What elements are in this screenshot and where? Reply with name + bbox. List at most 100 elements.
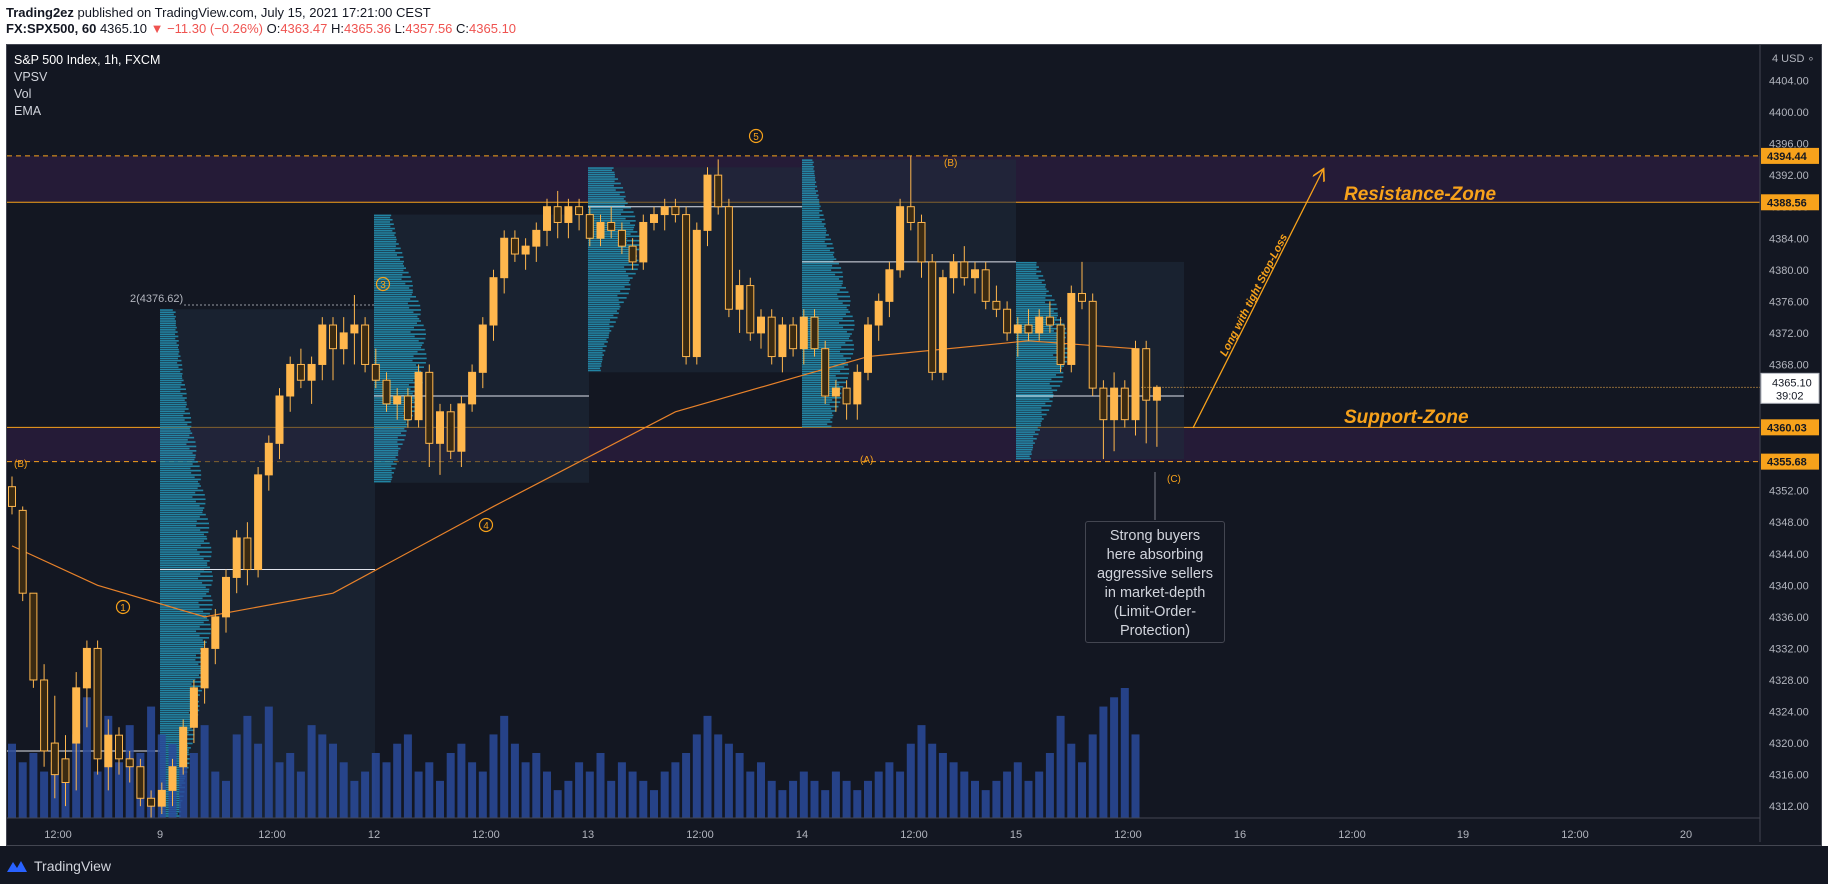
candle[interactable]	[425, 364, 434, 467]
candle[interactable]	[457, 396, 466, 467]
candle[interactable]	[136, 758, 145, 807]
candle[interactable]	[318, 317, 327, 381]
candle[interactable]	[200, 640, 209, 704]
candle[interactable]	[329, 317, 337, 381]
candle[interactable]	[928, 254, 937, 381]
candle[interactable]	[350, 295, 359, 365]
candle[interactable]	[564, 198, 573, 239]
candle[interactable]	[307, 356, 316, 404]
candle[interactable]	[789, 317, 798, 357]
candle[interactable]	[917, 214, 926, 278]
candle[interactable]	[1131, 340, 1140, 436]
candle[interactable]	[446, 403, 455, 460]
price-level-badge[interactable]: 4360.03	[1761, 419, 1819, 436]
price-level-badge[interactable]: 4394.44	[1761, 147, 1819, 164]
candle[interactable]	[393, 388, 402, 420]
candle[interactable]	[286, 356, 295, 412]
candle[interactable]	[40, 664, 49, 767]
candle[interactable]	[1142, 340, 1151, 444]
candle[interactable]	[853, 364, 862, 420]
candle[interactable]	[1035, 309, 1044, 341]
candle[interactable]	[906, 156, 915, 231]
candle[interactable]	[864, 317, 872, 381]
candle[interactable]	[29, 592, 38, 688]
legend-symbol[interactable]: S&P 500 Index, 1h, FXCM	[14, 53, 161, 67]
candle[interactable]	[1110, 372, 1119, 452]
candle[interactable]	[222, 569, 230, 633]
candle[interactable]	[842, 380, 851, 420]
candle[interactable]	[724, 198, 733, 318]
candle[interactable]	[468, 364, 477, 412]
candle[interactable]	[371, 348, 380, 389]
candle[interactable]	[403, 388, 412, 428]
candle[interactable]	[682, 206, 691, 365]
candle[interactable]	[746, 277, 755, 341]
candle[interactable]	[82, 640, 91, 728]
candle[interactable]	[72, 672, 81, 791]
candle[interactable]	[810, 309, 819, 357]
candle[interactable]	[1056, 317, 1065, 373]
candle[interactable]	[639, 214, 648, 270]
candle[interactable]	[1088, 293, 1097, 397]
candle[interactable]	[896, 198, 905, 278]
candle[interactable]	[18, 506, 27, 602]
candle[interactable]	[960, 246, 969, 286]
candle[interactable]	[1024, 309, 1033, 341]
candle[interactable]	[1013, 317, 1022, 357]
candle[interactable]	[831, 380, 840, 412]
legend-indicator[interactable]: VPSV	[14, 70, 48, 84]
candle[interactable]	[585, 206, 594, 247]
candle[interactable]	[532, 222, 541, 262]
candle[interactable]	[500, 230, 509, 294]
candle[interactable]	[104, 719, 113, 791]
candle[interactable]	[157, 782, 166, 815]
legend-indicator[interactable]: EMA	[14, 104, 42, 118]
candle[interactable]	[115, 727, 123, 775]
candle[interactable]	[799, 309, 808, 365]
candle[interactable]	[414, 364, 423, 428]
candle[interactable]	[714, 159, 723, 215]
candle[interactable]	[660, 198, 669, 231]
candle[interactable]	[628, 238, 637, 270]
candle[interactable]	[489, 269, 498, 341]
candle[interactable]	[296, 348, 305, 389]
candle[interactable]	[361, 317, 370, 373]
candle[interactable]	[510, 230, 519, 262]
candle[interactable]	[971, 261, 979, 294]
candle[interactable]	[8, 476, 16, 515]
candle[interactable]	[382, 372, 391, 412]
candle[interactable]	[1078, 261, 1086, 310]
candle[interactable]	[61, 735, 70, 807]
candle[interactable]	[650, 206, 658, 231]
candle[interactable]	[885, 261, 894, 318]
candle[interactable]	[50, 695, 59, 799]
candle[interactable]	[254, 466, 263, 578]
candle[interactable]	[436, 403, 444, 475]
candle[interactable]	[607, 206, 616, 239]
candle[interactable]	[735, 269, 744, 333]
candle[interactable]	[992, 285, 1001, 318]
candle[interactable]	[1045, 301, 1054, 333]
candle[interactable]	[981, 261, 990, 310]
author-name[interactable]: Trading2ez	[6, 5, 74, 20]
candle[interactable]	[596, 214, 605, 247]
candle[interactable]	[243, 522, 252, 586]
candle[interactable]	[1120, 380, 1129, 428]
candle[interactable]	[211, 608, 220, 665]
candle[interactable]	[703, 167, 712, 247]
candle[interactable]	[778, 317, 787, 373]
candle[interactable]	[949, 254, 958, 294]
candle[interactable]	[232, 530, 241, 594]
candle[interactable]	[553, 190, 562, 239]
candle[interactable]	[1099, 380, 1108, 460]
candle[interactable]	[275, 388, 284, 460]
price-level-badge[interactable]: 4355.68	[1761, 453, 1819, 470]
candle[interactable]	[692, 222, 701, 365]
candle[interactable]	[575, 198, 584, 231]
candle[interactable]	[1003, 301, 1012, 341]
candle[interactable]	[93, 640, 102, 775]
ema-line[interactable]	[11, 340, 1136, 618]
candle[interactable]	[543, 198, 551, 247]
currency-label[interactable]: 4 USD ∘	[1772, 53, 1814, 65]
